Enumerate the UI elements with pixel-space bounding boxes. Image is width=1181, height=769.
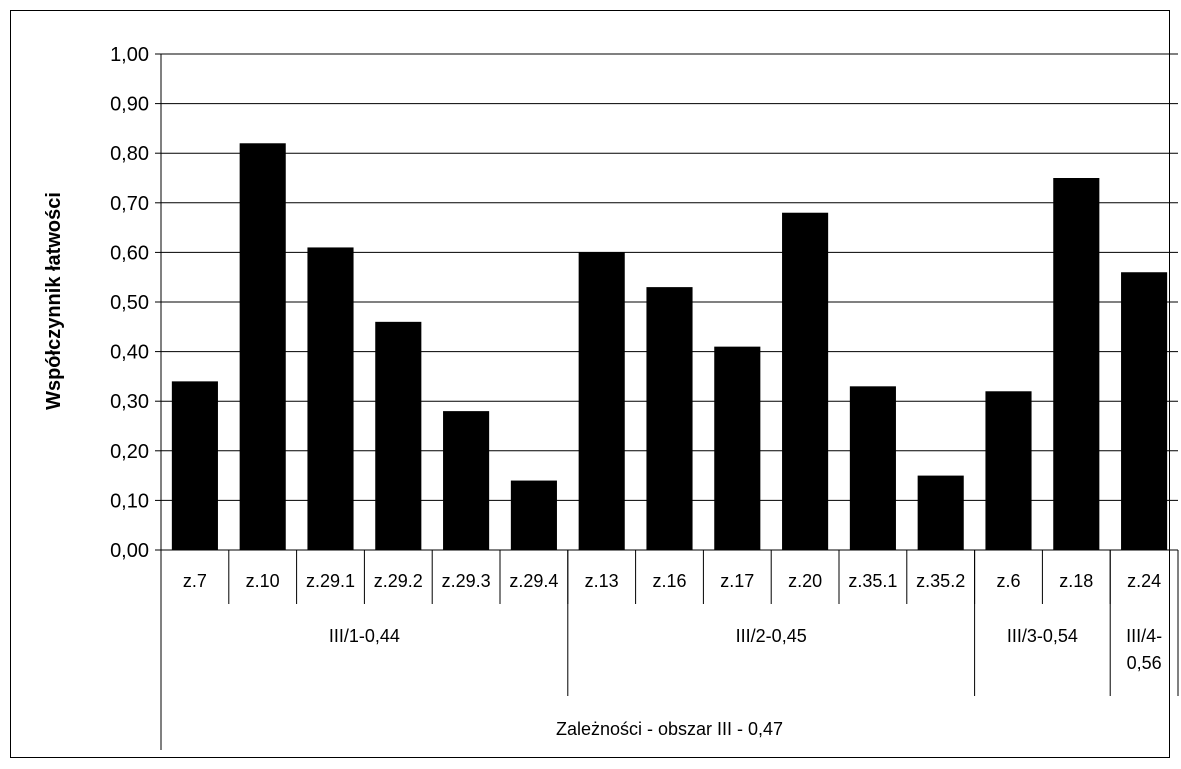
y-tick-label: 0,20 — [110, 441, 149, 463]
bar — [1053, 178, 1100, 550]
y-tick-label: 1,00 — [110, 44, 149, 66]
bars — [171, 143, 1168, 550]
y-tick-label: 0,50 — [110, 292, 149, 314]
y-axis-title: Współczynnik łatwości — [43, 192, 65, 410]
category-label: z.16 — [652, 571, 686, 591]
bar — [849, 386, 896, 550]
bar — [443, 411, 490, 550]
category-label: z.13 — [585, 571, 619, 591]
axes — [155, 53, 1179, 750]
y-tick-label: 0,90 — [110, 94, 149, 116]
category-label: z.35.1 — [848, 571, 897, 591]
category-label: z.6 — [996, 571, 1020, 591]
bar — [578, 252, 625, 550]
category-label: z.29.2 — [374, 571, 423, 591]
bar — [171, 381, 218, 550]
y-tick-label: 0,60 — [110, 242, 149, 264]
bar — [985, 391, 1032, 550]
labels: 0,00 0,10 0,20 0,30 0,40 0,50 0,60 0,70 0,80 0,90… — [110, 44, 1162, 739]
bar — [782, 212, 829, 550]
group-label: III/2-0,45 — [736, 626, 807, 646]
y-tick-label: 0,70 — [110, 193, 149, 215]
category-label: z.29.1 — [306, 571, 355, 591]
category-label: z.24 — [1127, 571, 1161, 591]
category-label: z.7 — [183, 571, 207, 591]
category-label: z.18 — [1059, 571, 1093, 591]
bar — [307, 247, 354, 550]
bar — [239, 143, 286, 550]
category-label: z.10 — [246, 571, 280, 591]
category-label: z.29.4 — [509, 571, 558, 591]
bar — [714, 346, 761, 550]
category-label: z.29.3 — [442, 571, 491, 591]
y-tick-label: 0,30 — [110, 391, 149, 413]
supergroup-label: Zależności - obszar III - 0,47 — [556, 719, 783, 739]
group-label: III/3-0,54 — [1007, 626, 1078, 646]
bar — [917, 475, 964, 550]
y-tick-label: 0,40 — [110, 342, 149, 364]
y-tick-label: 0,10 — [110, 490, 149, 512]
y-tick-label: 0,00 — [110, 540, 149, 562]
bar — [646, 287, 693, 550]
category-label: z.35.2 — [916, 571, 965, 591]
bar — [510, 480, 557, 550]
group-label: III/4- — [1126, 626, 1162, 646]
bar — [375, 321, 422, 550]
y-tick-label: 0,80 — [110, 143, 149, 165]
category-label: z.17 — [720, 571, 754, 591]
group-label: 0,56 — [1127, 653, 1162, 673]
category-label: z.20 — [788, 571, 822, 591]
group-label: III/1-0,44 — [329, 626, 400, 646]
bar — [1121, 272, 1168, 550]
